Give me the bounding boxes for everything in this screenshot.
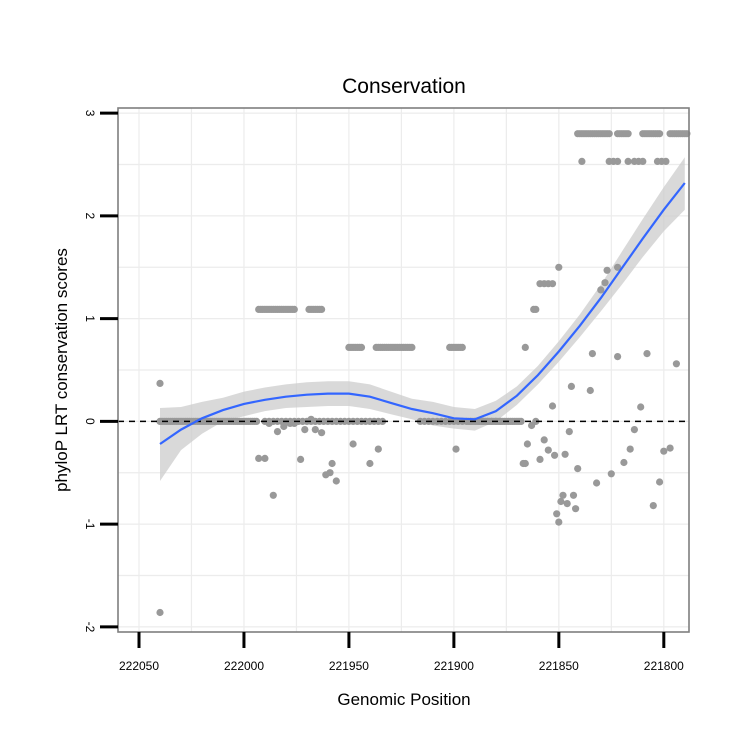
- data-point: [156, 608, 164, 617]
- data-point: [374, 445, 382, 453]
- x-axis-label: Genomic Position: [337, 690, 470, 709]
- data-point: [620, 458, 628, 467]
- y-tick-label: 0: [83, 418, 97, 425]
- data-point: [301, 426, 309, 434]
- data-point: [624, 157, 632, 165]
- data-point: [548, 280, 557, 288]
- data-point: [614, 353, 622, 361]
- data-point: [551, 451, 559, 459]
- data-point: [318, 305, 326, 313]
- data-point: [672, 360, 681, 368]
- data-point: [366, 459, 374, 468]
- data-point: [540, 436, 548, 444]
- data-point: [597, 286, 605, 294]
- data-point: [603, 266, 611, 274]
- data-point: [572, 505, 580, 513]
- y-tick-label: -1: [83, 519, 97, 530]
- data-point: [269, 491, 277, 499]
- data-point: [156, 379, 164, 387]
- data-point: [318, 429, 326, 437]
- data-point: [521, 459, 529, 468]
- smooth-trend-line: [159, 182, 686, 445]
- data-point: [536, 455, 544, 463]
- data-point: [273, 428, 282, 436]
- data-point: [565, 428, 573, 436]
- data-point: [548, 402, 557, 410]
- data-point: [637, 403, 645, 411]
- y-tick-label: -2: [83, 622, 97, 633]
- data-point: [586, 386, 594, 395]
- data-point: [567, 382, 576, 390]
- x-tick-label: 221850: [539, 659, 579, 673]
- data-point: [555, 518, 563, 526]
- data-point: [559, 491, 567, 499]
- data-point: [261, 454, 269, 462]
- data-point: [662, 157, 670, 165]
- data-point: [532, 417, 540, 425]
- data-point: [656, 130, 664, 138]
- data-point: [601, 279, 609, 287]
- data-point: [574, 465, 582, 473]
- data-point: [555, 263, 563, 271]
- chart-title: Conservation: [342, 75, 466, 98]
- data-point: [253, 417, 261, 425]
- x-tick-label: 221950: [329, 659, 369, 673]
- y-tick-label: 1: [83, 315, 97, 322]
- data-point: [607, 470, 615, 478]
- y-tick-label: 3: [83, 110, 97, 117]
- data-point: [561, 450, 569, 458]
- y-axis-label: phyloP LRT conservation scores: [52, 248, 71, 492]
- data-point: [649, 502, 657, 510]
- data-point: [614, 263, 622, 271]
- data-point: [326, 469, 334, 477]
- data-point: [349, 440, 357, 448]
- x-tick-label: 221900: [434, 659, 474, 673]
- data-point: [563, 500, 571, 508]
- data-point: [452, 445, 460, 453]
- data-point: [297, 455, 305, 463]
- data-point: [517, 417, 525, 425]
- data-point: [521, 343, 529, 351]
- data-point: [578, 157, 586, 165]
- data-point: [630, 426, 639, 434]
- data-point: [311, 426, 319, 434]
- data-point: [523, 440, 532, 448]
- data-point: [290, 305, 298, 313]
- data-point: [569, 491, 578, 499]
- x-tick-label: 222000: [224, 659, 264, 673]
- data-point: [593, 479, 601, 487]
- plot-area: -2 -1 0 1 2 3 222050 222000 221950 221900 221850 22…: [83, 107, 691, 673]
- data-point: [624, 130, 632, 138]
- data-point: [544, 446, 552, 454]
- data-point: [458, 343, 466, 351]
- data-point: [408, 343, 416, 351]
- data-point: [666, 444, 674, 452]
- data-point: [605, 130, 613, 138]
- data-point: [660, 447, 668, 455]
- data-point: [332, 477, 340, 485]
- data-point: [532, 305, 540, 313]
- confidence-band: [160, 157, 685, 482]
- data-point: [357, 343, 366, 351]
- data-point: [255, 454, 263, 462]
- data-point: [639, 157, 647, 165]
- x-tick-label: 221800: [644, 659, 684, 673]
- panel-border: [117, 107, 690, 633]
- data-point: [328, 459, 336, 468]
- data-point: [614, 157, 622, 165]
- data-point: [553, 510, 561, 518]
- x-tick-label: 222050: [119, 659, 159, 673]
- y-tick-label: 2: [83, 213, 97, 220]
- data-point: [656, 478, 664, 486]
- data-point: [643, 350, 651, 358]
- data-point: [626, 445, 634, 453]
- data-point: [588, 350, 597, 358]
- data-point: [557, 497, 565, 506]
